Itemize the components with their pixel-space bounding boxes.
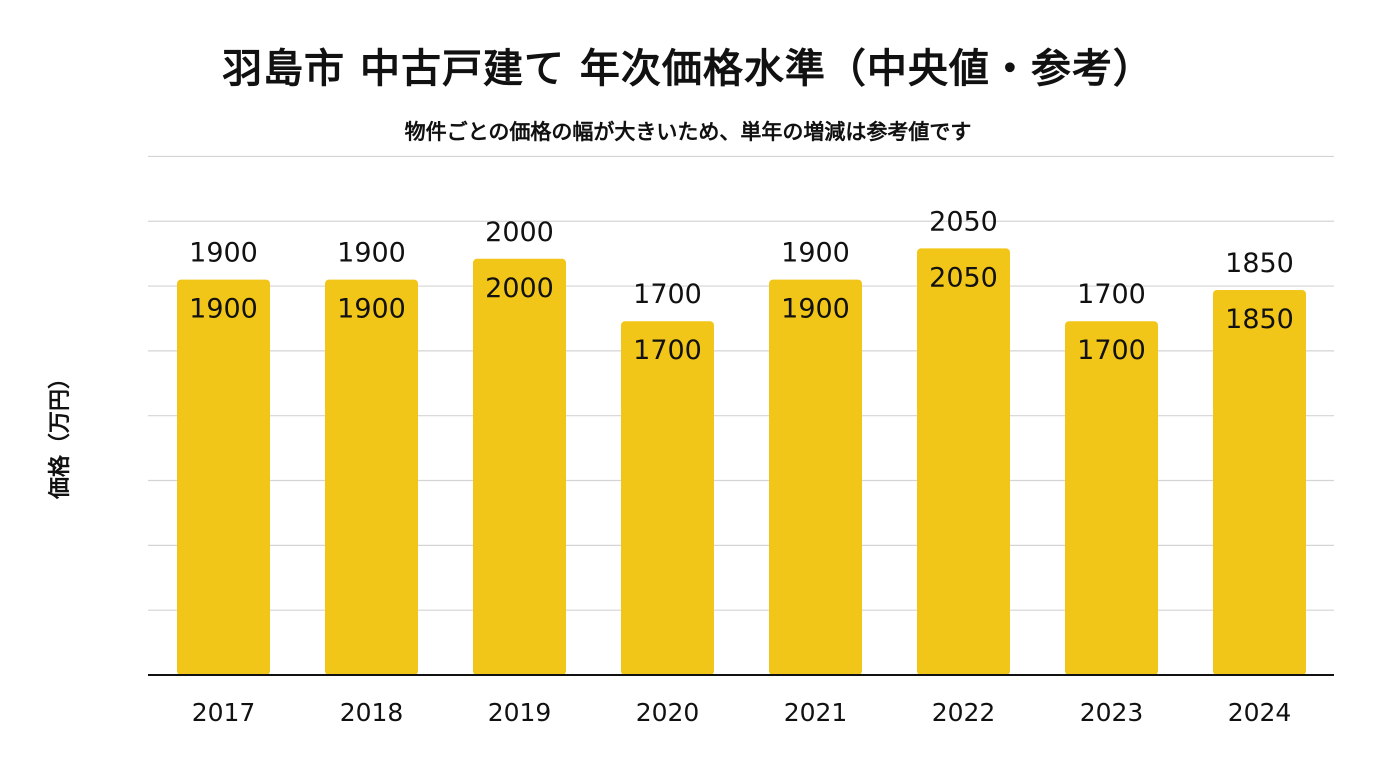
data-label-inside-2017: 1900 xyxy=(189,294,258,325)
data-label-above-2018: 1900 xyxy=(337,238,406,269)
data-label-above-2017: 1900 xyxy=(189,238,258,269)
x-tick-label-2019: 2019 xyxy=(488,698,552,727)
data-label-inside-2022: 2050 xyxy=(929,262,998,293)
data-label-inside-2018: 1900 xyxy=(337,294,406,325)
bar-2019 xyxy=(473,258,566,675)
data-labels: 1900 1900 1900 1900 2000 2000 1700 1700 1900 1900… xyxy=(189,206,1294,366)
data-label-above-2022: 2050 xyxy=(929,206,998,237)
data-label-inside-2020: 1700 xyxy=(633,335,702,366)
bar-2018 xyxy=(325,279,418,675)
chart-title: 羽島市 中古戸建て 年次価格水準（中央値・参考） xyxy=(222,46,1154,92)
data-label-inside-2023: 1700 xyxy=(1077,335,1146,366)
bars xyxy=(177,248,1306,675)
bar-2020 xyxy=(621,321,714,675)
x-tick-label-2018: 2018 xyxy=(340,698,404,727)
axes: 2017 2018 2019 2020 2021 2022 2023 2024 xyxy=(148,674,1334,727)
bar-2022 xyxy=(917,248,1010,675)
x-tick-label-2023: 2023 xyxy=(1080,698,1144,727)
bar-2024 xyxy=(1213,290,1306,675)
data-label-inside-2024: 1850 xyxy=(1225,304,1294,335)
x-tick-label-2021: 2021 xyxy=(784,698,848,727)
data-label-above-2023: 1700 xyxy=(1077,279,1146,310)
bar-2023 xyxy=(1065,321,1158,675)
data-label-above-2019: 2000 xyxy=(485,217,554,248)
x-tick-label-2022: 2022 xyxy=(932,698,996,727)
data-label-above-2024: 1850 xyxy=(1225,248,1294,279)
chart-subtitle: 物件ごとの価格の幅が大きいため、単年の増減は参考値です xyxy=(404,120,972,144)
data-label-inside-2021: 1900 xyxy=(781,294,850,325)
data-label-inside-2019: 2000 xyxy=(485,273,554,304)
x-tick-label-2020: 2020 xyxy=(636,698,700,727)
x-tick-label-2017: 2017 xyxy=(192,698,256,727)
data-label-above-2021: 1900 xyxy=(781,238,850,269)
data-label-above-2020: 1700 xyxy=(633,279,702,310)
bar-2021 xyxy=(769,279,862,675)
x-tick-label-2024: 2024 xyxy=(1228,698,1292,727)
bar-2017 xyxy=(177,279,270,675)
